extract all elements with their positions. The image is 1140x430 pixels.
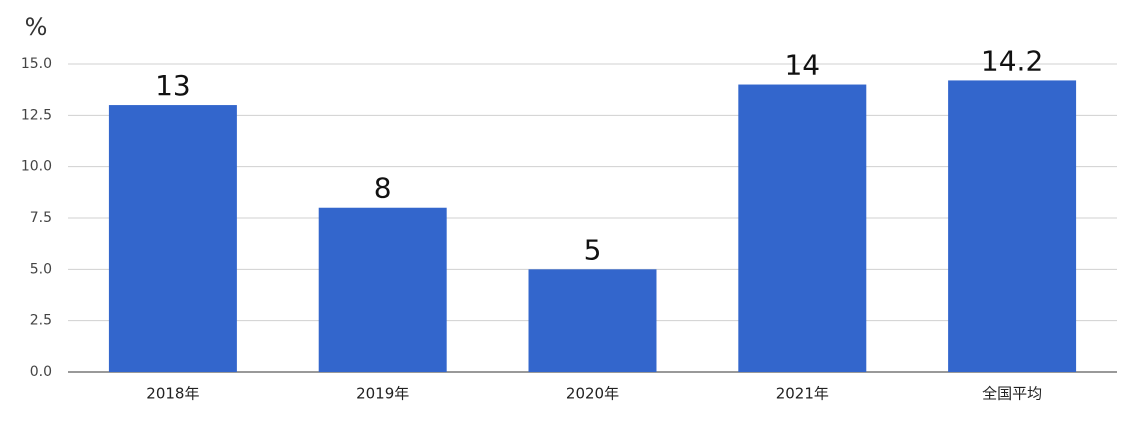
bar	[108, 105, 237, 373]
x-tick-label: 2018年	[146, 385, 199, 403]
data-label: 13	[155, 69, 191, 102]
y-tick-label: 10.0	[21, 159, 52, 175]
x-tick-label: 2019年	[356, 385, 409, 403]
bar	[318, 207, 447, 372]
data-label: 5	[584, 233, 602, 266]
y-tick-label: 12.5	[21, 107, 52, 123]
data-label: 8	[374, 172, 392, 205]
y-tick-label: 15.0	[21, 56, 52, 72]
y-tick-label: 2.5	[30, 313, 52, 329]
x-tick-label: 全国平均	[982, 385, 1042, 403]
bar	[528, 269, 657, 372]
y-axis-unit: %	[25, 13, 48, 41]
y-tick-label: 0.0	[30, 364, 52, 380]
data-label: 14.2	[981, 44, 1043, 77]
data-label: 14	[784, 49, 820, 82]
bar	[738, 84, 867, 373]
y-tick-label: 5.0	[30, 261, 52, 277]
bar	[948, 80, 1077, 372]
x-tick-label: 2020年	[566, 385, 619, 403]
x-tick-label: 2021年	[776, 385, 829, 403]
y-tick-label: 7.5	[30, 210, 52, 226]
